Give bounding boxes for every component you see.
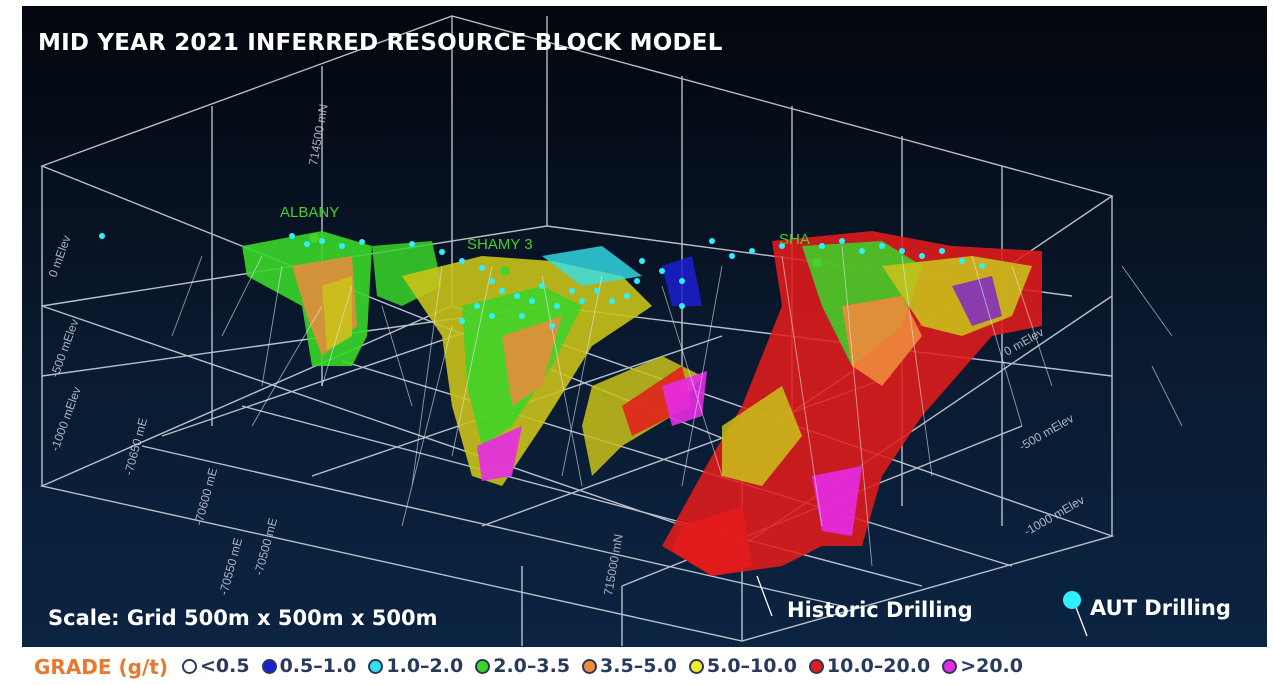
legend-swatch-icon: [582, 658, 598, 674]
scale-label: Scale: Grid 500m x 500m x 500m: [48, 606, 438, 630]
historic-drilling-label: Historic Drilling: [787, 598, 973, 622]
aut-drilling-symbol: [1063, 591, 1088, 637]
block-model-scene: 0 mElev -500 mElev -1000 mElev -70650 mE…: [39, 15, 1183, 646]
deposit-markers: [309, 233, 822, 276]
legend-item: 5.0–10.0: [681, 655, 801, 677]
grade-legend: GRADE (g/t) <0.5 0.5–1.0 1.0–2.0 2.0–3.5 3.5…: [34, 652, 1027, 682]
grid-label-e-70550: -70550 mE: [216, 536, 245, 596]
deposit-label-albany: ALBANY: [280, 204, 340, 221]
legend-swatch-icon: [475, 658, 491, 674]
legend-title: GRADE (g/t): [34, 655, 168, 679]
legend-item: 10.0–20.0: [801, 655, 934, 677]
legend-swatch-icon: [688, 658, 704, 674]
grid-label-elev-0: 0 mElev: [46, 233, 74, 279]
legend-label: 10.0–20.0: [826, 655, 931, 678]
ore-body-shamy: [402, 246, 707, 486]
legend-label: >20.0: [960, 655, 1023, 678]
legend-item: 0.5–1.0: [254, 655, 361, 677]
legend-swatch-icon: [261, 658, 277, 674]
legend-label: 0.5–1.0: [279, 655, 357, 678]
aut-drilling-label: AUT Drilling: [1090, 596, 1231, 620]
historic-drill-traces: [171, 245, 1183, 567]
legend-label: 5.0–10.0: [706, 655, 797, 678]
legend-swatch-icon: [368, 658, 384, 674]
page-title: MID YEAR 2021 INFERRED RESOURCE BLOCK MO…: [38, 30, 723, 56]
grid-label-elev-500: -500 mElev: [48, 317, 82, 379]
grid-label-e-70600: -70600 mE: [191, 466, 220, 526]
legend-item: >20.0: [934, 655, 1027, 677]
legend-swatch-icon: [942, 658, 958, 674]
legend-items: <0.5 0.5–1.0 1.0–2.0 2.0–3.5 3.5–5.0 5.0–10.0…: [174, 655, 1027, 679]
legend-item: <0.5: [174, 655, 254, 677]
deposit-label-sha: SHA: [779, 231, 810, 248]
block-model-viewport[interactable]: 0 mElev -500 mElev -1000 mElev -70650 mE…: [22, 6, 1267, 647]
ore-body-sha: [662, 231, 1042, 576]
legend-swatch-icon: [181, 658, 197, 674]
aut-drill-collars: [99, 233, 985, 329]
grid-label-elev-1000: -1000 mElev: [48, 385, 84, 453]
legend-item: 1.0–2.0: [360, 655, 467, 677]
legend-swatch-icon: [808, 658, 824, 674]
grid-label-elev-500-right: -500 mElev: [1017, 411, 1077, 453]
legend-label: 3.5–5.0: [600, 655, 677, 678]
grid-label-n-714500: 714500 mN: [306, 103, 331, 167]
legend-label: 2.0–3.5: [493, 655, 571, 678]
legend-item: 3.5–5.0: [574, 655, 681, 677]
legend-item: 2.0–3.5: [467, 655, 574, 677]
grid-label-elev-1000-right: -1000 mElev: [1022, 493, 1087, 539]
historic-drilling-symbol: [756, 575, 773, 617]
legend-label: <0.5: [199, 655, 250, 678]
legend-label: 1.0–2.0: [386, 655, 464, 678]
ore-body-albany: [242, 231, 442, 366]
deposit-label-shamy-3: SHAMY 3: [467, 236, 533, 253]
grid-label-e-70500: -70500 mE: [251, 516, 280, 576]
